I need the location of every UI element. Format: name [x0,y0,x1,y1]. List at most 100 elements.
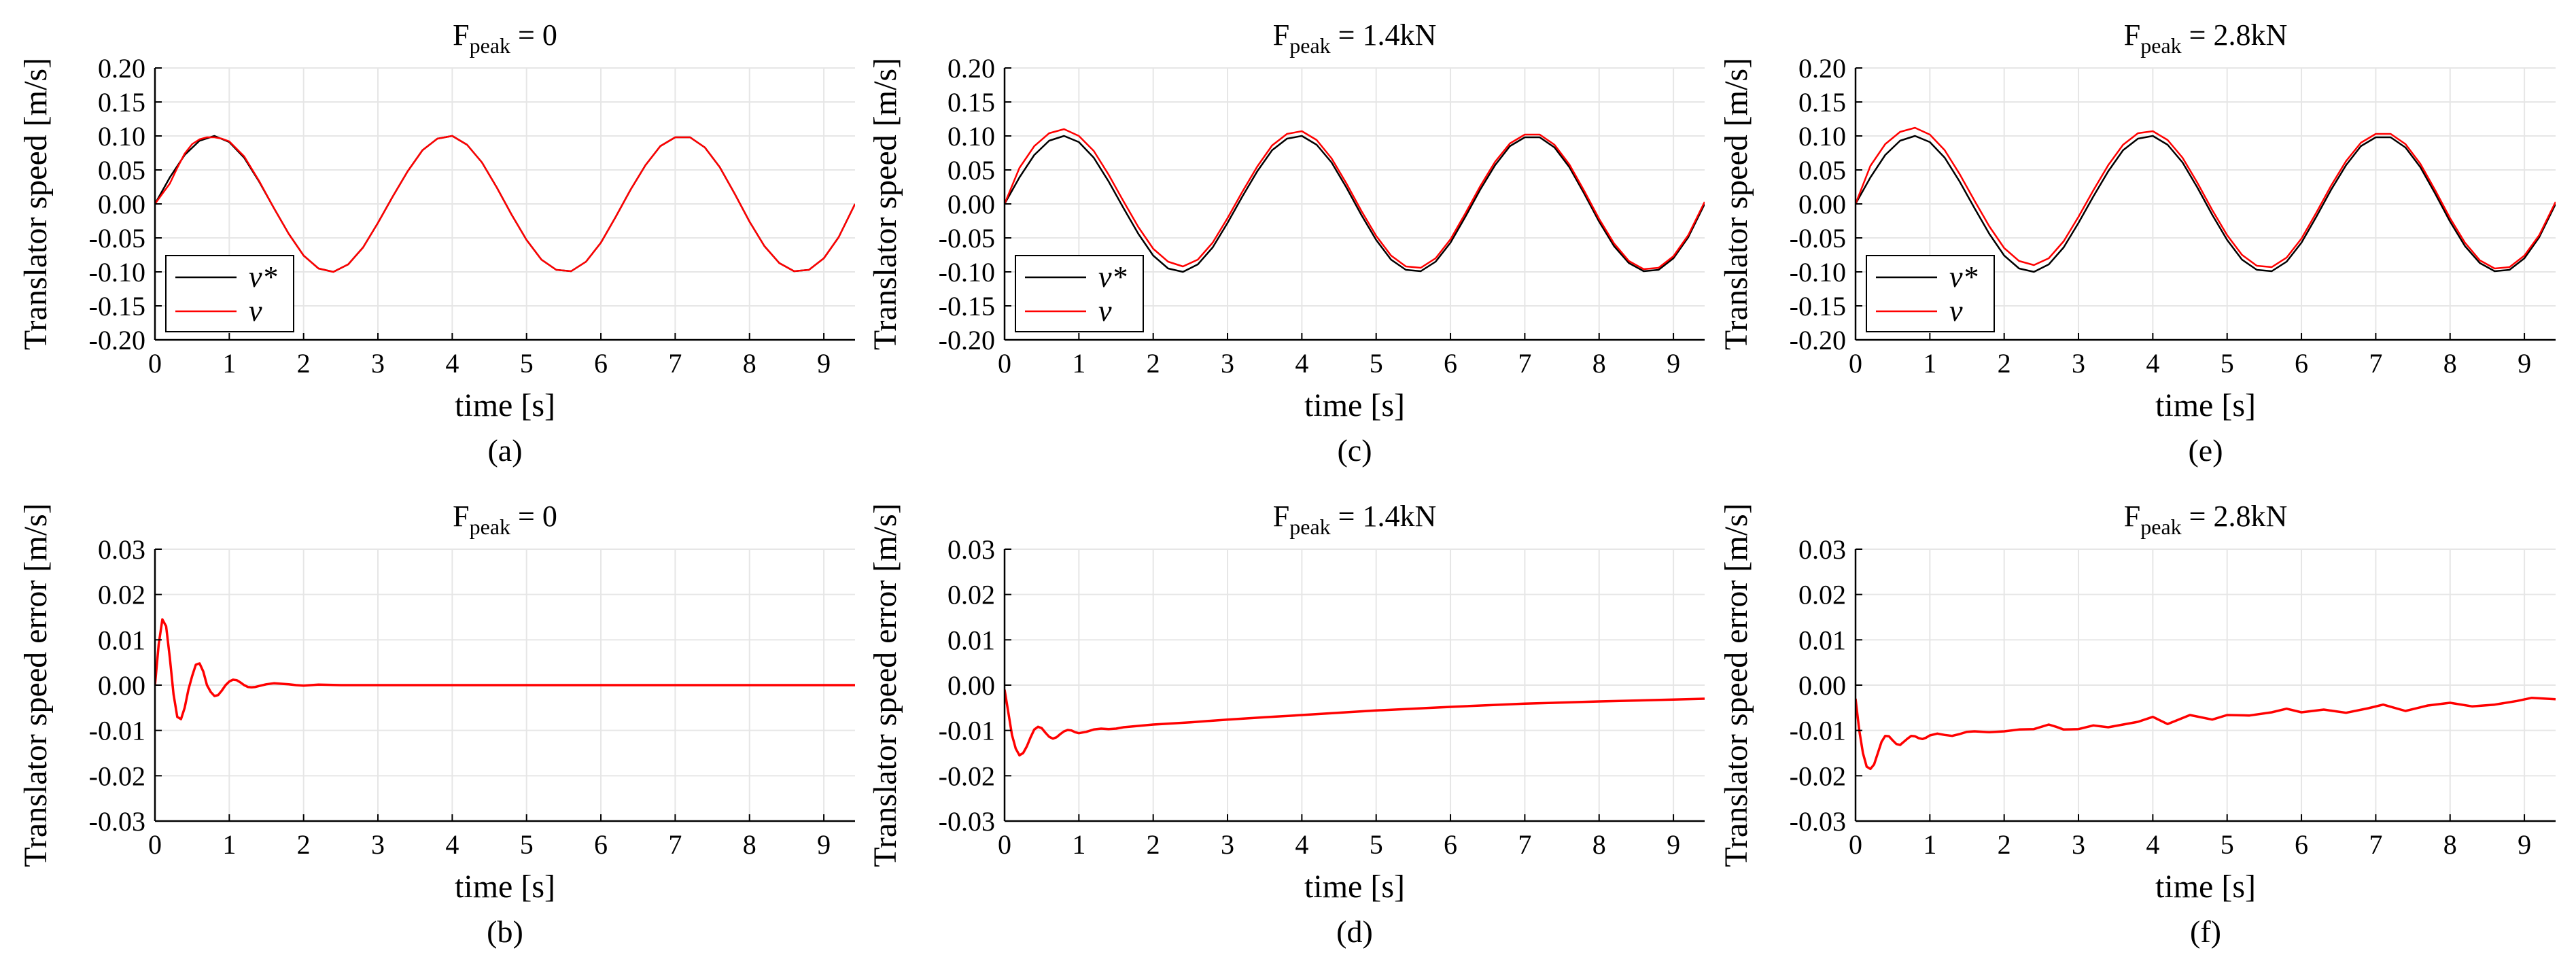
x-tick-label: 4 [2146,348,2159,379]
title-subscript: peak [470,33,510,58]
y-tick-label: -0.15 [1790,291,1846,321]
panel-a: 0 1 2 3 4 5 6 7 8 9 0.200.150.100.050.00-0.05-0.10… [18,18,855,468]
x-tick-label: 8 [1592,829,1606,860]
title-main: F [453,500,469,533]
x-axis-label: time [s] [2155,387,2256,423]
x-tick-label: 0 [148,829,162,860]
x-tick-label: 0 [148,348,162,379]
x-tick-label: 6 [1444,348,1457,379]
y-tick-label: -0.02 [939,761,995,791]
x-tick-label: 7 [668,348,682,379]
y-tick-label: 0.00 [1798,670,1846,701]
y-tick-label: 0.20 [1798,53,1846,84]
x-tick-label: 7 [668,829,682,860]
series-line-error [155,618,855,720]
y-axis-label: Translator speed [m/s] [18,58,54,350]
y-tick-label: 0.10 [98,121,145,152]
x-tick-label: 8 [743,829,756,860]
title-value: = 2.8kN [2182,500,2288,533]
x-tick-label: 6 [2295,829,2308,860]
legend-entry: v* [1949,260,1978,294]
title-main: F [1273,500,1289,533]
series-line-measured [155,135,855,273]
legend-box [165,255,294,332]
series-line-reference [1856,135,2556,273]
series-line-error [1856,696,2556,771]
panel-title: Fpeak = 1.4kN [1273,500,1436,539]
y-tick-label: 0.00 [1798,189,1846,220]
title-subscript: peak [2140,515,2181,539]
y-tick-label: 0.15 [1798,87,1846,118]
x-tick-label: 5 [2221,348,2234,379]
x-tick-label: 8 [743,348,756,379]
y-tick-label: 0.01 [947,625,995,655]
x-axis-label: time [s] [1304,387,1405,423]
y-tick-label: 0.10 [1798,121,1846,152]
x-tick-label: 7 [1518,829,1531,860]
legend-entry: v* [249,260,277,294]
legend-box [1866,255,1995,332]
y-tick-label: -0.02 [89,761,145,791]
y-tick-label: -0.05 [1790,223,1846,254]
x-tick-label: 4 [445,348,459,379]
title-subscript: peak [1289,33,1330,58]
y-tick-label: 0.10 [947,121,995,152]
panel-caption: (e) [2188,433,2223,468]
y-tick-label: -0.03 [939,806,995,837]
x-tick-label: 2 [1998,348,2011,379]
y-tick-label: -0.01 [89,716,145,746]
x-tick-label: 2 [1998,829,2011,860]
title-main: F [453,18,469,52]
x-tick-label: 7 [2369,348,2382,379]
x-tick-label: 9 [817,348,831,379]
title-value: = 2.8kN [2182,18,2288,52]
x-tick-label: 3 [2072,348,2085,379]
title-main: F [2124,18,2140,52]
x-tick-label: 9 [2518,829,2531,860]
panel-caption: (a) [487,433,522,468]
x-tick-label: 4 [1295,348,1308,379]
y-tick-label: -0.05 [89,223,145,254]
y-tick-label: 0.20 [947,53,995,84]
x-tick-label: 1 [1923,348,1936,379]
x-tick-label: 2 [1147,829,1160,860]
x-tick-label: 5 [1370,348,1383,379]
x-tick-label: 4 [2146,829,2159,860]
y-tick-label: -0.03 [89,806,145,837]
x-tick-label: 5 [520,348,534,379]
y-tick-label: 0.05 [98,155,145,186]
panel-c: 0 1 2 3 4 5 6 7 8 9 0.200.150.100.050.00-0.05-0.10… [867,18,1705,468]
y-tick-label: 0.05 [1798,155,1846,186]
title-main: F [2124,500,2140,533]
title-main: F [1273,18,1289,52]
x-tick-label: 1 [222,829,236,860]
y-tick-label: -0.10 [89,257,145,288]
panel-title: Fpeak = 1.4kN [1273,18,1436,58]
y-axis-label: Translator speed [m/s] [867,58,903,350]
x-tick-label: 0 [1849,829,1862,860]
y-tick-label: 0.02 [947,580,995,610]
x-tick-label: 0 [998,829,1011,860]
y-tick-label: -0.05 [939,223,995,254]
y-tick-label: -0.01 [939,716,995,746]
y-tick-label: -0.20 [1790,325,1846,355]
y-tick-label: -0.15 [89,291,145,321]
x-tick-label: 5 [2221,829,2234,860]
legend-entry: v* [1098,260,1127,294]
panel-caption: (b) [487,914,523,949]
y-tick-label: -0.10 [1790,257,1846,288]
x-tick-label: 3 [2072,829,2085,860]
legend-box [1015,255,1144,332]
y-tick-label: 0.00 [98,670,145,701]
y-tick-label: 0.15 [947,87,995,118]
y-tick-label: 0.03 [947,534,995,565]
title-subscript: peak [1289,515,1330,539]
y-tick-label: 0.02 [98,580,145,610]
panel-e: 0 1 2 3 4 5 6 7 8 9 0.200.150.100.050.00-0.05-0.10… [1718,18,2556,468]
x-axis-label: time [s] [455,869,555,905]
x-tick-label: 9 [2518,348,2531,379]
x-tick-label: 9 [1667,829,1680,860]
title-subscript: peak [2140,33,2181,58]
legend-entry: v [249,294,262,328]
panel-d: 0 1 2 3 4 5 6 7 8 9 0.03 0.02 0.01 0.00 -0.01 -0.02 -0.0… [867,500,1705,949]
